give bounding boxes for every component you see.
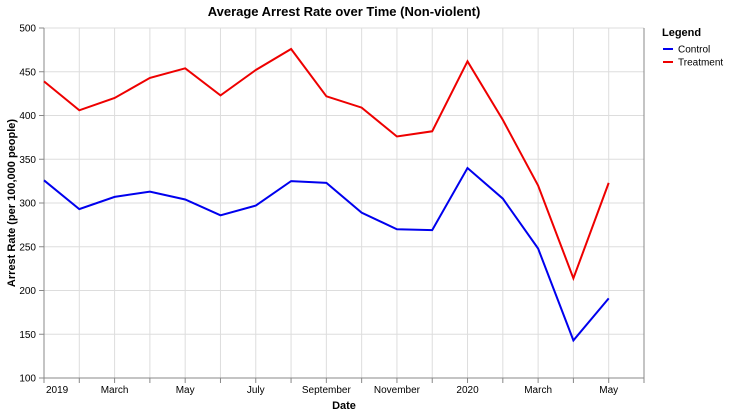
x-tick-label: November [374, 385, 421, 396]
y-tick-label: 450 [19, 67, 36, 78]
y-tick-label: 300 [19, 199, 36, 210]
y-tick-label: 250 [19, 242, 36, 253]
x-tick-label: May [176, 385, 195, 396]
x-tick-label: 2020 [456, 385, 479, 396]
x-tick-label: March [524, 385, 552, 396]
legend-label-treatment: Treatment [678, 58, 723, 69]
series-line-control [43, 166, 610, 343]
y-tick-label: 500 [19, 24, 36, 35]
x-tick-label: 2019 [46, 385, 69, 396]
x-tick-label: July [247, 385, 265, 396]
x-tick-label: May [599, 385, 618, 396]
legend-title: Legend [662, 27, 701, 39]
y-tick-label: 200 [19, 286, 36, 297]
y-tick-label: 100 [19, 374, 36, 385]
x-axis-title: Date [332, 400, 356, 412]
y-tick-label: 400 [19, 111, 36, 122]
legend-label-control: Control [678, 45, 710, 56]
x-tick-label: September [302, 385, 352, 396]
y-tick-label: 150 [19, 330, 36, 341]
series-line-treatment [43, 47, 610, 282]
chart-title: Average Arrest Rate over Time (Non-viole… [208, 4, 481, 19]
x-tick-label: March [101, 385, 129, 396]
y-tick-label: 350 [19, 155, 36, 166]
y-axis-title: Arrest Rate (per 100,000 people) [6, 119, 18, 287]
